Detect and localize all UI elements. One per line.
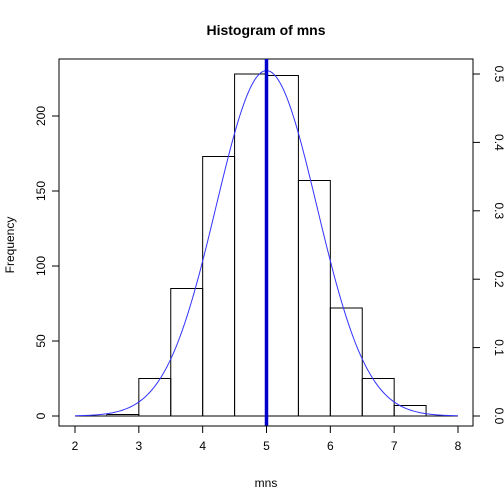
y-tick-label-50: 50: [34, 334, 48, 348]
x-tick-label-8: 8: [455, 439, 462, 453]
y-axis-left: 0 50 100 150 200: [34, 106, 60, 419]
y-tick-label-150: 150: [34, 181, 48, 201]
histogram-bar-7: [329, 307, 363, 417]
x-tick-label-3: 3: [135, 439, 142, 453]
y-tick-label-200: 200: [34, 106, 48, 126]
y2-tick-label-0.4: 0.4: [492, 134, 504, 151]
y2-tick-label-0: 0.0: [492, 408, 504, 425]
y-tick-label-0: 0: [34, 412, 48, 419]
x-axis-label: mns: [255, 476, 278, 490]
histogram-bar-4: [234, 73, 267, 417]
y2-tick-label-0.5: 0.5: [492, 66, 504, 83]
histogram-bar-9: [393, 405, 427, 417]
x-axis: 2 3 4 5 6 7 8: [72, 425, 462, 453]
histogram-bar-6: [297, 180, 331, 417]
y-axis-right: 0.0 0.1 0.2 0.3 0.4 0.5: [472, 66, 504, 425]
histogram-bar-1: [138, 378, 172, 417]
histogram-bar-5: [266, 75, 299, 417]
histogram-bar-8: [361, 378, 395, 417]
x-tick-label-4: 4: [199, 439, 206, 453]
y2-tick-label-0.3: 0.3: [492, 202, 504, 219]
x-tick-label-5: 5: [263, 439, 270, 453]
y-axis-label: Frequency: [3, 217, 17, 274]
chart-title: Histogram of mns: [206, 22, 325, 38]
y-tick-label-100: 100: [34, 256, 48, 276]
y2-tick-label-0.1: 0.1: [492, 339, 504, 356]
y2-tick-label-0.2: 0.2: [492, 271, 504, 288]
x-tick-label-2: 2: [72, 439, 79, 453]
x-tick-label-7: 7: [391, 439, 398, 453]
x-tick-label-6: 6: [327, 439, 334, 453]
histogram-bar-2: [170, 288, 204, 417]
